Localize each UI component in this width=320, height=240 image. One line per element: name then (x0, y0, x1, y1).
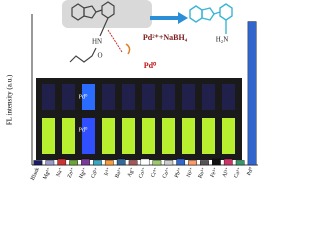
x-tick-label: Ni²⁺ (185, 166, 196, 178)
bar (164, 160, 174, 166)
bar (223, 158, 233, 166)
bar (152, 160, 162, 166)
pd-label: Pd⁰ (144, 61, 157, 70)
vial (62, 118, 75, 154)
vial (202, 118, 215, 154)
x-tick-label: Cd²⁺ (89, 166, 100, 179)
x-tick-label: Cu²⁺ (161, 166, 172, 179)
x-tick-label: Ca²⁺ (232, 166, 243, 179)
x-tick-label: Ru³⁺ (196, 166, 207, 179)
scissors (125, 43, 131, 55)
cleave-line (107, 29, 123, 53)
vial (102, 84, 115, 110)
x-tick-label: Pb²⁺ (173, 166, 184, 178)
atom-label: HN (92, 38, 102, 46)
x-tick-label: Pd⁰ (245, 166, 255, 177)
vial (62, 84, 75, 110)
vial (142, 84, 155, 110)
x-tick-label: Zn²⁺ (66, 166, 77, 179)
bar (69, 160, 78, 166)
x-tick-label: Hg²⁺ (77, 166, 88, 179)
bar (176, 158, 186, 166)
vial (222, 118, 235, 154)
x-tick-label: Ir³⁺ (102, 166, 112, 176)
x-tick-label: Cr³⁺ (149, 166, 160, 178)
reaction-label: Pd²⁺+NaBH₄ (143, 33, 188, 42)
vial-label: Pd⁰ (79, 93, 88, 100)
bar (247, 21, 257, 166)
bar (116, 158, 126, 166)
vial (122, 84, 135, 110)
bar (104, 160, 114, 166)
vials (42, 84, 235, 154)
bar (140, 158, 150, 166)
x-tick-label: Co²⁺ (137, 166, 148, 179)
vial (122, 118, 135, 154)
x-tick-label: Ba²⁺ (113, 166, 124, 179)
bar (235, 160, 245, 166)
bar (45, 160, 55, 166)
y-axis-label: FL intensity (a.u.) (6, 74, 14, 125)
vial (82, 84, 95, 110)
bar (57, 158, 67, 166)
vial (102, 118, 115, 154)
vial (82, 118, 95, 154)
x-tick-label: Ag⁺ (126, 166, 136, 178)
molecule-left (69, 1, 115, 63)
vial (182, 84, 195, 110)
x-tick-label: Al³⁺ (221, 166, 232, 178)
bar (200, 160, 209, 166)
vial (222, 84, 235, 110)
atom-label: H₂N (216, 36, 229, 44)
vial (42, 118, 55, 154)
arrow-head (178, 12, 188, 24)
vial (182, 118, 195, 154)
molecule-right (189, 3, 233, 34)
x-tick-label: Na⁺ (54, 166, 64, 177)
vial (202, 84, 215, 110)
bar (93, 160, 102, 166)
bar (81, 158, 90, 166)
x-tick-label: Fe³⁺ (209, 166, 220, 178)
bar (33, 160, 43, 166)
chart: Pd²⁺+NaBH₄ Pd⁰ HN O H₂N Pd⁰ Pd⁰ FL inten… (6, 0, 258, 182)
vial-label: Pd⁰ (79, 126, 88, 133)
bar (212, 158, 221, 166)
vial (162, 118, 175, 154)
vial (142, 118, 155, 154)
vial (42, 84, 55, 110)
vial (162, 84, 175, 110)
molecule-backdrop (62, 0, 152, 28)
x-tick-label: Blank (30, 167, 41, 182)
bar (188, 160, 197, 166)
x-tick-label: Mg²⁺ (41, 166, 53, 180)
bar (128, 160, 138, 166)
atom-label: O (97, 52, 102, 60)
